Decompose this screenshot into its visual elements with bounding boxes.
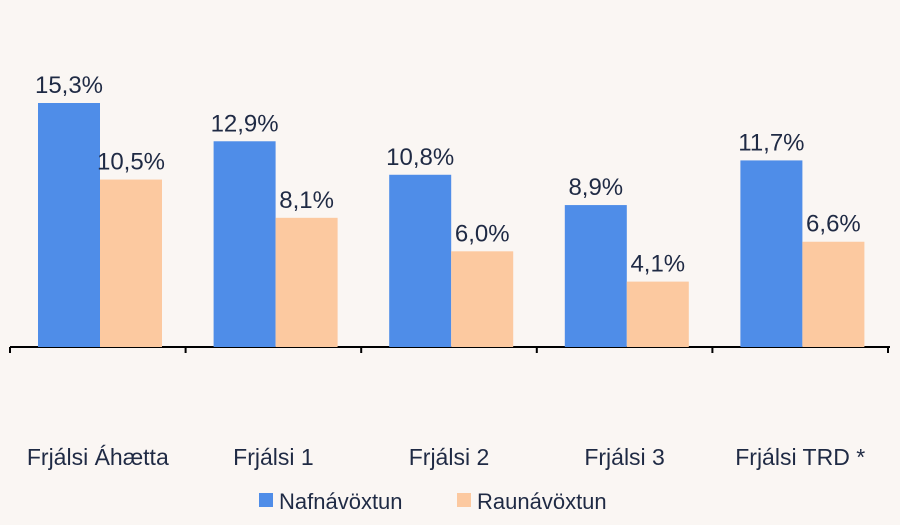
data-label-nafnavoxtun-4: 11,7% bbox=[738, 129, 804, 156]
legend-label-nafnavoxtun: Nafnávöxtun bbox=[279, 489, 403, 514]
bar-raunavoxtun-3 bbox=[626, 281, 689, 347]
bar-nafnavoxtun-1 bbox=[213, 141, 276, 347]
data-label-nafnavoxtun-2: 10,8% bbox=[386, 144, 454, 171]
data-label-raunavoxtun-2: 6,0% bbox=[455, 220, 510, 247]
bar-nafnavoxtun-0 bbox=[38, 103, 100, 347]
bar-raunavoxtun-1 bbox=[275, 217, 338, 347]
category-label-4: Frjálsi TRD * bbox=[735, 444, 865, 470]
category-label-0: Frjálsi Áhætta bbox=[27, 444, 169, 470]
data-label-nafnavoxtun-1: 12,9% bbox=[211, 110, 279, 137]
bar-raunavoxtun-4 bbox=[802, 241, 865, 347]
data-label-nafnavoxtun-0: 15,3% bbox=[35, 72, 103, 99]
category-label-2: Frjálsi 2 bbox=[409, 444, 490, 470]
bar-nafnavoxtun-4 bbox=[740, 160, 803, 347]
category-label-1: Frjálsi 1 bbox=[233, 444, 314, 470]
data-label-nafnavoxtun-3: 8,9% bbox=[568, 174, 623, 201]
legend-swatch-nafnavoxtun bbox=[259, 493, 273, 507]
data-label-raunavoxtun-1: 8,1% bbox=[279, 187, 334, 214]
data-label-raunavoxtun-0: 10,5% bbox=[97, 149, 165, 176]
bar-raunavoxtun-0 bbox=[100, 179, 162, 347]
data-label-raunavoxtun-3: 4,1% bbox=[630, 251, 685, 278]
bar-nafnavoxtun-3 bbox=[564, 205, 627, 347]
bar-nafnavoxtun-2 bbox=[389, 174, 452, 347]
category-label-3: Frjálsi 3 bbox=[584, 444, 665, 470]
data-label-raunavoxtun-4: 6,6% bbox=[806, 211, 861, 238]
bar-raunavoxtun-2 bbox=[451, 251, 514, 347]
legend-label-raunavoxtun: Raunávöxtun bbox=[477, 489, 607, 514]
legend-swatch-raunavoxtun bbox=[457, 493, 471, 507]
